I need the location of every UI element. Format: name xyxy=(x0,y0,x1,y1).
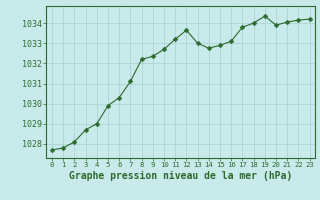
X-axis label: Graphe pression niveau de la mer (hPa): Graphe pression niveau de la mer (hPa) xyxy=(69,171,292,181)
